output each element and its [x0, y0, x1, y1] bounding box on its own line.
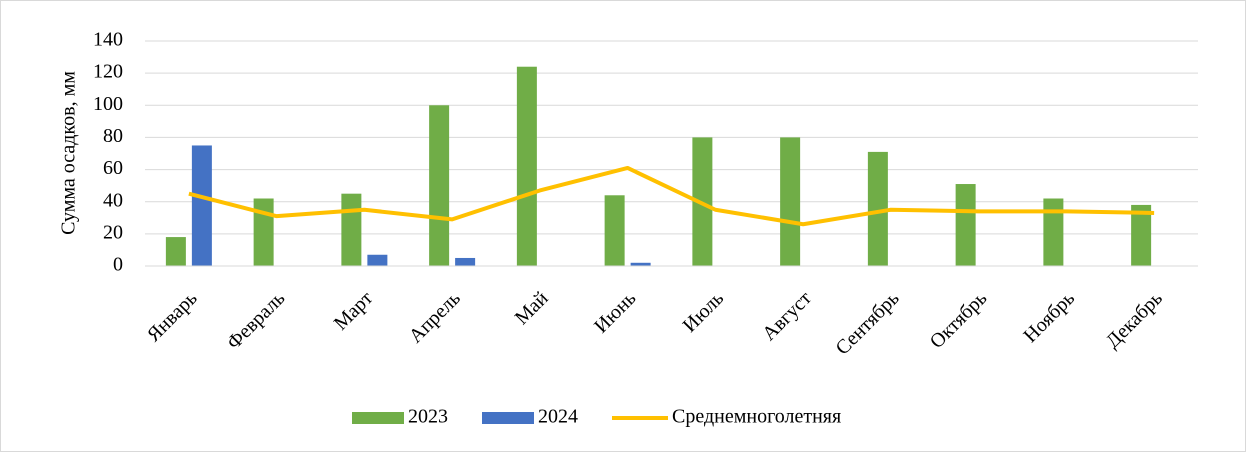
legend-swatch [482, 412, 534, 424]
y-axis-label: Сумма осадков, мм [58, 71, 80, 235]
y-tick-label: 80 [103, 125, 123, 147]
y-tick-label: 120 [93, 61, 123, 83]
y-tick-label: 100 [93, 93, 123, 115]
legend-label: 2024 [538, 406, 578, 428]
line [188, 165, 1155, 227]
bar [341, 193, 362, 266]
legend-label: 2023 [408, 406, 448, 428]
legend-swatch [352, 412, 404, 424]
bar [367, 254, 388, 266]
bar [1131, 204, 1152, 266]
bar [253, 198, 274, 266]
bar [955, 184, 976, 266]
bar [191, 145, 212, 266]
y-tick-label: 20 [103, 221, 123, 243]
bar [867, 151, 888, 266]
bar [429, 105, 450, 267]
bar [1043, 198, 1064, 266]
y-tick-label: 60 [103, 157, 123, 179]
bar [516, 66, 537, 266]
legend-label: Среднемноголетняя [672, 406, 841, 428]
y-tick-label: 140 [93, 29, 123, 51]
bar [455, 257, 476, 266]
y-tick-label: 0 [113, 254, 123, 276]
bar [165, 237, 186, 266]
bar [630, 262, 651, 266]
bar [780, 137, 801, 266]
y-tick-label: 40 [103, 189, 123, 211]
bar [604, 195, 625, 266]
